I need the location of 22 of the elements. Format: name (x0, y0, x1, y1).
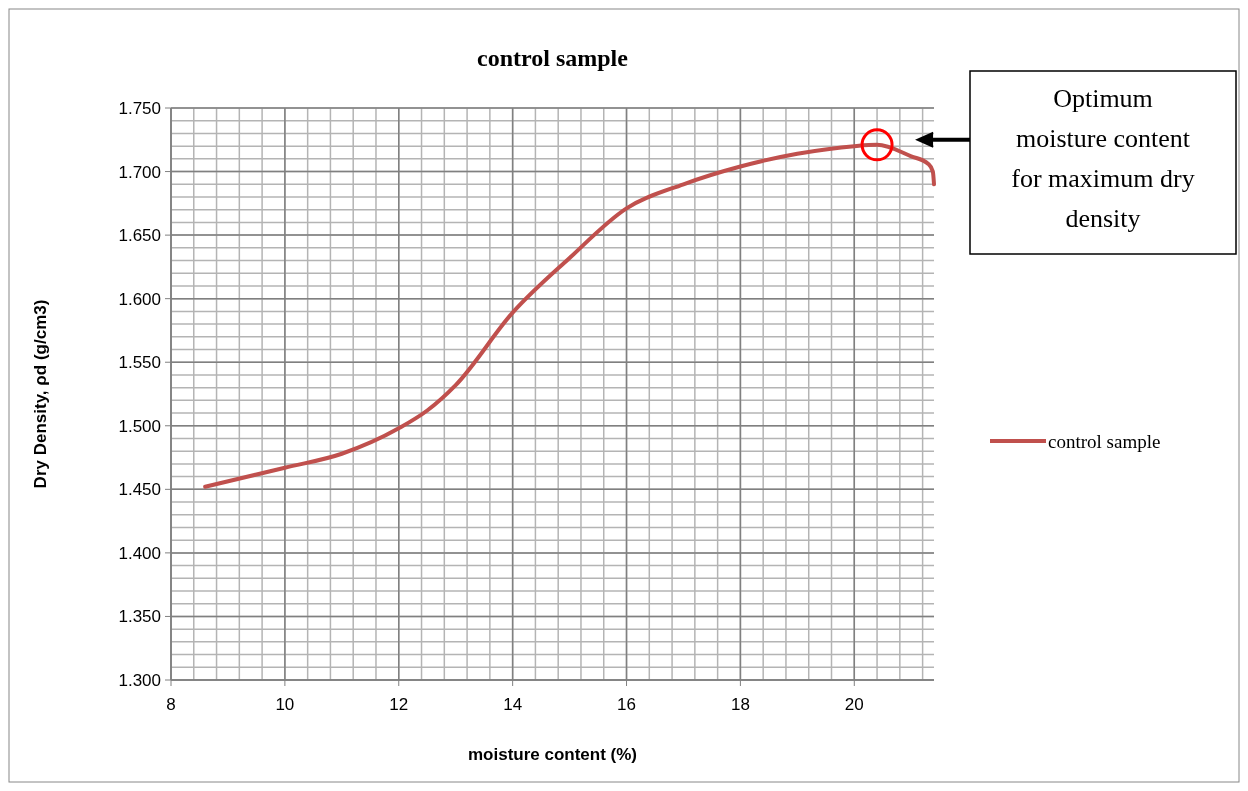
y-tick-label: 1.350 (118, 607, 161, 627)
legend-label: control sample (1048, 431, 1161, 452)
y-tick-label: 1.550 (118, 353, 161, 373)
y-axis-title: Dry Density, ρd (g/cm3) (31, 299, 50, 489)
y-tick-label: 1.400 (118, 543, 161, 563)
y-tick-label: 1.750 (118, 99, 161, 118)
y-tick-label: 1.650 (118, 226, 161, 246)
text: Optimum moisture content for maximum dry density (1011, 84, 1195, 233)
x-tick-label: 20 (844, 695, 864, 714)
x-tick-label: 14 (503, 695, 523, 714)
y-tick-label: 1.600 (118, 289, 161, 309)
chart-title: control sample (477, 45, 629, 71)
x-tick-label: 8 (166, 695, 176, 714)
x-tick-label: 18 (730, 695, 750, 714)
y-tick-label: 1.450 (118, 480, 161, 500)
y-tick-label: 1.700 (118, 162, 161, 182)
x-tick-label: 10 (275, 695, 295, 714)
y-tick-label: 1.500 (118, 416, 161, 436)
x-tick-label: 16 (617, 695, 636, 714)
x-tick-label: 12 (389, 695, 409, 714)
x-axis-title: moisture content (%) (467, 745, 638, 764)
y-tick-label: 1.300 (118, 671, 161, 690)
